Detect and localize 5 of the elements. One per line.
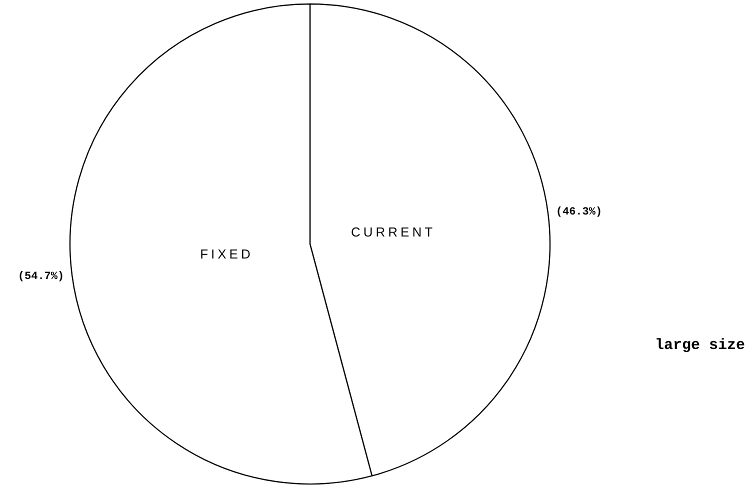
data-label: (54.7%) [18,271,64,284]
data-label: (46.3%) [556,206,602,219]
slice-label: CURRENT [351,224,436,240]
slice-label: FIXED [200,246,254,262]
text: large size [654,337,745,354]
